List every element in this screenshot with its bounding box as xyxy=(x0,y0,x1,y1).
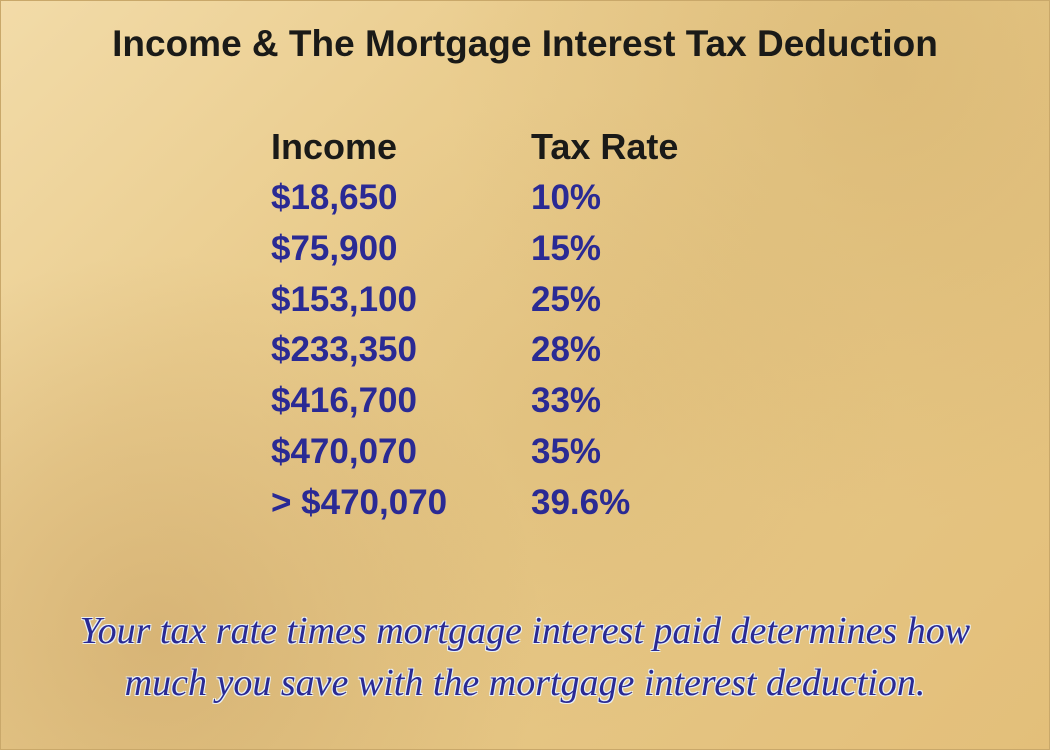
table-row: $416,700 33% xyxy=(271,376,811,427)
table-row: $153,100 25% xyxy=(271,275,811,326)
page-title: Income & The Mortgage Interest Tax Deduc… xyxy=(1,23,1049,65)
table-row: $75,900 15% xyxy=(271,224,811,275)
cell-tax-rate: 15% xyxy=(531,224,751,275)
cell-tax-rate: 33% xyxy=(531,376,751,427)
header-tax-rate: Tax Rate xyxy=(531,121,751,173)
table-row: $470,070 35% xyxy=(271,427,811,478)
cell-income: $75,900 xyxy=(271,224,531,275)
table-header-row: Income Tax Rate xyxy=(271,121,811,173)
cell-income: $416,700 xyxy=(271,376,531,427)
cell-tax-rate: 25% xyxy=(531,275,751,326)
table-row: $233,350 28% xyxy=(271,325,811,376)
table-row: $18,650 10% xyxy=(271,173,811,224)
cell-tax-rate: 35% xyxy=(531,427,751,478)
cell-income: $233,350 xyxy=(271,325,531,376)
footer-caption: Your tax rate times mortgage interest pa… xyxy=(61,606,989,709)
table-row: > $470,070 39.6% xyxy=(271,478,811,529)
cell-income: > $470,070 xyxy=(271,478,531,529)
tax-table: Income Tax Rate $18,650 10% $75,900 15% … xyxy=(271,121,811,528)
header-income: Income xyxy=(271,121,531,173)
cell-income: $18,650 xyxy=(271,173,531,224)
cell-income: $470,070 xyxy=(271,427,531,478)
cell-tax-rate: 28% xyxy=(531,325,751,376)
cell-income: $153,100 xyxy=(271,275,531,326)
cell-tax-rate: 39.6% xyxy=(531,478,751,529)
cell-tax-rate: 10% xyxy=(531,173,751,224)
